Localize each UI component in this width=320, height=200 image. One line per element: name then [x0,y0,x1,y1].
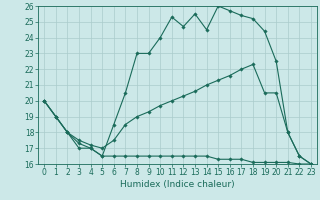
X-axis label: Humidex (Indice chaleur): Humidex (Indice chaleur) [120,180,235,189]
